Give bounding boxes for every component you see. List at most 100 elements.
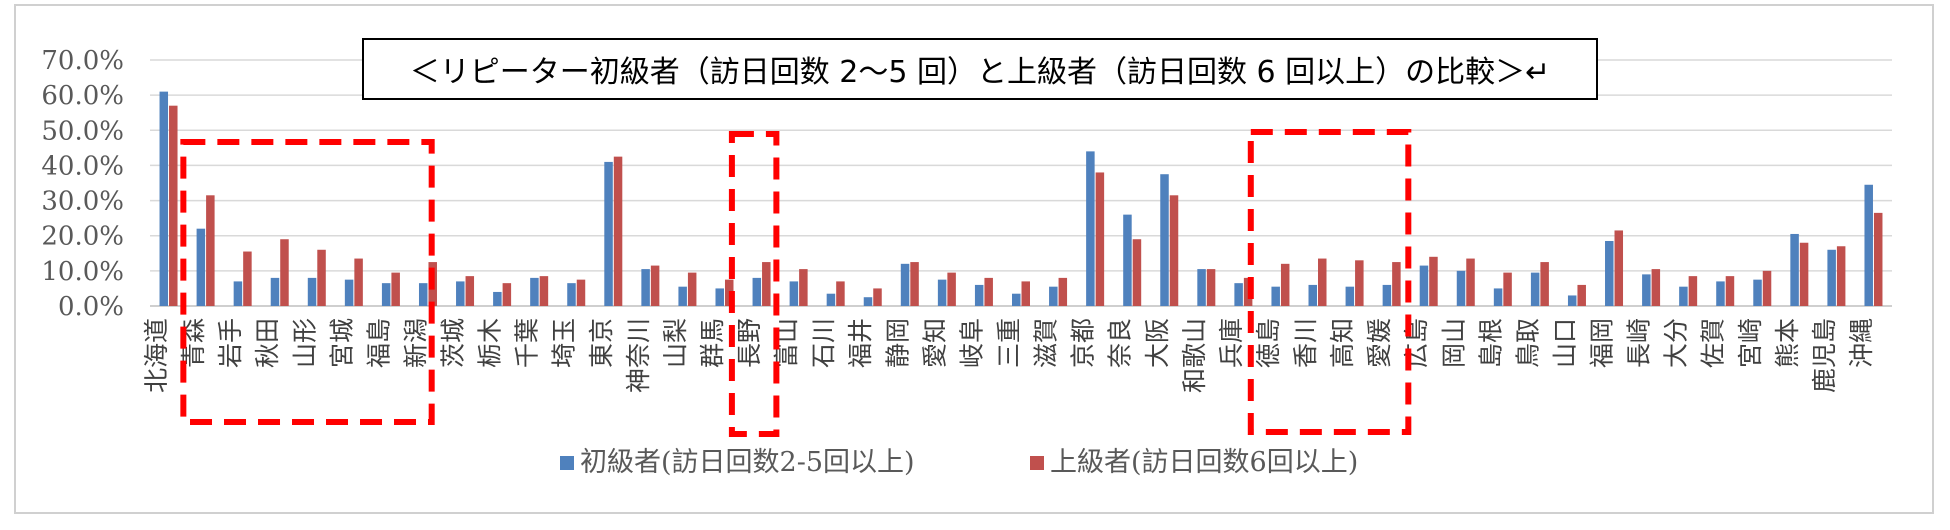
bar-beginner — [344, 279, 354, 306]
bar-advanced — [1836, 246, 1846, 306]
x-category-label: 秋田 — [253, 318, 282, 368]
y-tick-label: 50.0% — [41, 116, 124, 146]
x-category-label: 埼玉 — [550, 318, 579, 368]
bar-beginner — [789, 281, 799, 306]
bar-beginner — [1271, 286, 1280, 306]
x-category-label: 高知 — [1328, 318, 1357, 368]
bar-beginner — [456, 281, 465, 306]
x-category-label: 山形 — [290, 318, 319, 368]
bar-beginner — [1605, 240, 1614, 306]
bar-advanced — [613, 156, 623, 306]
bars — [159, 91, 1883, 306]
bar-advanced — [873, 288, 882, 306]
bar-advanced — [1169, 195, 1179, 306]
bar-beginner — [1642, 274, 1651, 306]
bar-beginner — [270, 277, 280, 306]
bar-advanced — [1021, 281, 1030, 306]
bar-beginner — [1012, 293, 1021, 306]
x-category-label: 愛知 — [920, 318, 949, 368]
x-category-label: 群馬 — [698, 318, 727, 368]
x-category-label: 福井 — [846, 318, 875, 368]
x-category-label: 徳島 — [1254, 318, 1283, 368]
bar-beginner — [1679, 286, 1688, 306]
highlight-boxes — [180, 129, 1412, 437]
bar-advanced — [1725, 276, 1735, 306]
bar-beginner — [641, 269, 650, 306]
bar-advanced — [243, 251, 252, 306]
x-category-label: 岡山 — [1439, 318, 1468, 368]
legend-label: 上級者(訪日回数6回以上) — [1050, 447, 1358, 478]
bar-advanced — [1318, 258, 1327, 306]
bar-beginner — [1382, 284, 1392, 306]
x-category-label: 奈良 — [1106, 318, 1135, 368]
x-category-label: 栃木 — [476, 318, 505, 368]
x-category-label: 宮城 — [327, 318, 356, 368]
bar-beginner — [678, 286, 687, 306]
bar-beginner — [1308, 284, 1318, 306]
x-category-label: 北海道 — [142, 318, 171, 393]
legend: 初級者(訪日回数2-5回以上) 上級者(訪日回数6回以上) — [560, 447, 1358, 478]
highlight-box — [180, 139, 435, 425]
legend-swatch — [1030, 456, 1044, 470]
x-category-label: 千葉 — [513, 318, 542, 368]
x-category-label: 茨城 — [439, 318, 468, 368]
highlight-box — [1247, 129, 1412, 435]
bar-advanced — [1688, 276, 1698, 306]
bar-beginner — [1790, 233, 1799, 306]
y-tick-label: 10.0% — [41, 257, 124, 287]
x-category-label: 石川 — [809, 318, 838, 368]
bar-advanced — [1058, 277, 1068, 306]
x-category-label: 大分 — [1662, 318, 1691, 368]
bar-advanced — [502, 283, 512, 306]
x-category-label: 佐賀 — [1699, 318, 1728, 368]
y-tick-label: 0.0% — [58, 292, 124, 322]
bar-advanced — [576, 279, 586, 306]
bar-beginner — [752, 277, 762, 306]
bar-advanced — [1614, 230, 1624, 306]
x-category-label: 大阪 — [1143, 318, 1172, 368]
bar-advanced — [1503, 272, 1512, 306]
bar-beginner — [1049, 286, 1058, 306]
bar-beginner — [826, 293, 836, 306]
bar-advanced — [1095, 172, 1105, 306]
x-category-label: 神奈川 — [624, 318, 653, 393]
y-axis-ticks: 0.0% 10.0% 20.0% 30.0% 40.0% 50.0% 60.0% 70.0% — [41, 46, 124, 322]
bar-beginner — [1864, 184, 1873, 306]
bar-advanced — [650, 265, 660, 306]
bar-beginner — [1827, 249, 1836, 306]
bar-advanced — [1206, 269, 1216, 306]
gridlines — [150, 59, 1892, 307]
x-category-label: 三重 — [995, 318, 1024, 368]
bar-advanced — [1540, 262, 1549, 306]
bar-beginner — [307, 277, 317, 306]
x-category-label: 岐阜 — [957, 318, 986, 368]
legend-label: 初級者(訪日回数2-5回以上) — [580, 447, 915, 478]
y-tick-label: 30.0% — [41, 187, 124, 217]
bar-beginner — [1086, 151, 1095, 306]
x-category-label: 滋賀 — [1032, 318, 1061, 368]
bar-beginner — [974, 284, 984, 306]
bar-beginner — [159, 91, 169, 306]
x-category-label: 岩手 — [216, 318, 245, 368]
bar-advanced — [762, 262, 771, 306]
bar-advanced — [391, 272, 400, 306]
x-category-label: 静岡 — [883, 318, 912, 368]
x-category-label: 山口 — [1550, 318, 1579, 368]
bar-advanced — [1651, 269, 1661, 306]
bar-beginner — [604, 161, 613, 306]
bar-beginner — [1753, 279, 1762, 306]
bar-advanced — [317, 249, 326, 306]
legend-swatch — [560, 456, 574, 470]
y-tick-label: 20.0% — [41, 222, 124, 252]
x-category-label: 長野 — [735, 318, 764, 368]
x-category-label: 沖縄 — [1847, 318, 1876, 368]
bar-advanced — [687, 272, 697, 306]
x-category-label: 熊本 — [1773, 318, 1802, 368]
bar-beginner — [1419, 265, 1429, 306]
bar-beginner — [1567, 295, 1577, 306]
bar-beginner — [418, 283, 428, 306]
x-category-label: 山梨 — [661, 318, 690, 368]
bar-beginner — [1716, 281, 1725, 306]
bar-beginner — [196, 228, 206, 306]
